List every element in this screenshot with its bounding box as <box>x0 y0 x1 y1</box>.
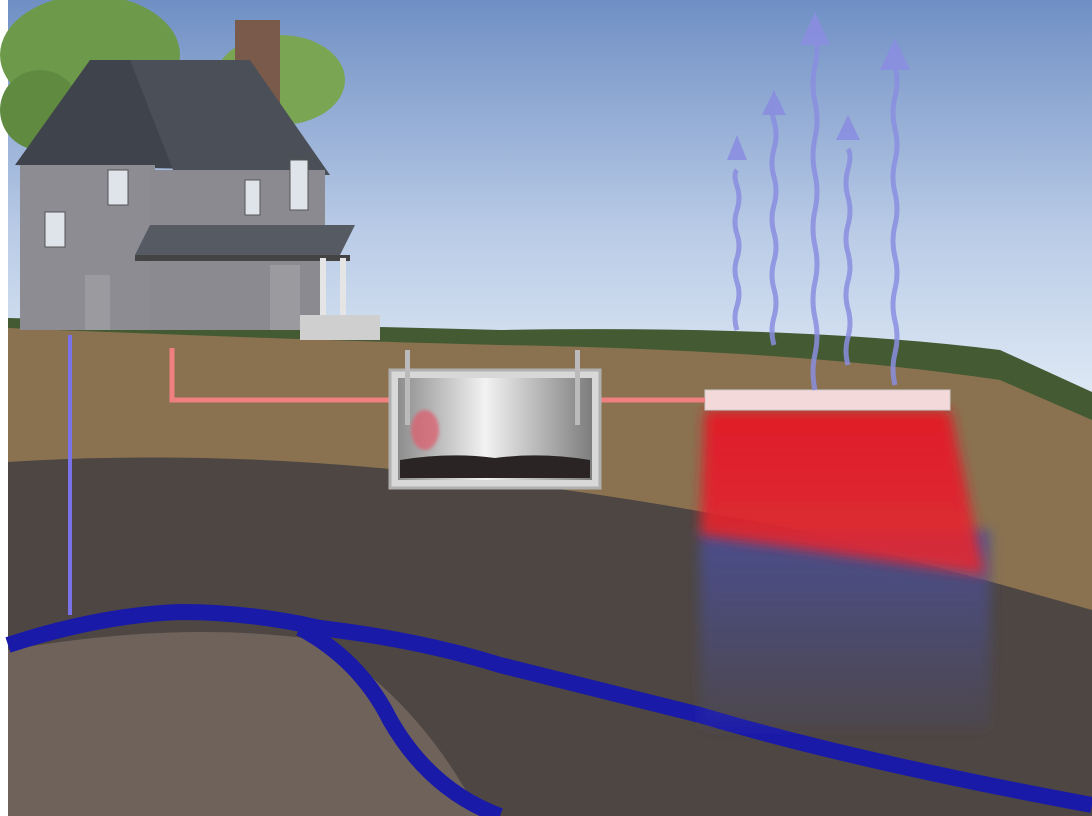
groundwater-branch <box>296 620 503 816</box>
house <box>15 20 380 340</box>
groundwater <box>5 603 1092 813</box>
drain-bed <box>704 389 951 411</box>
vapor-arrows <box>732 35 900 391</box>
vapor-arrowheads <box>727 12 910 160</box>
drain-field <box>700 410 985 575</box>
house-pipe <box>169 348 405 403</box>
septic-tank <box>388 350 602 490</box>
